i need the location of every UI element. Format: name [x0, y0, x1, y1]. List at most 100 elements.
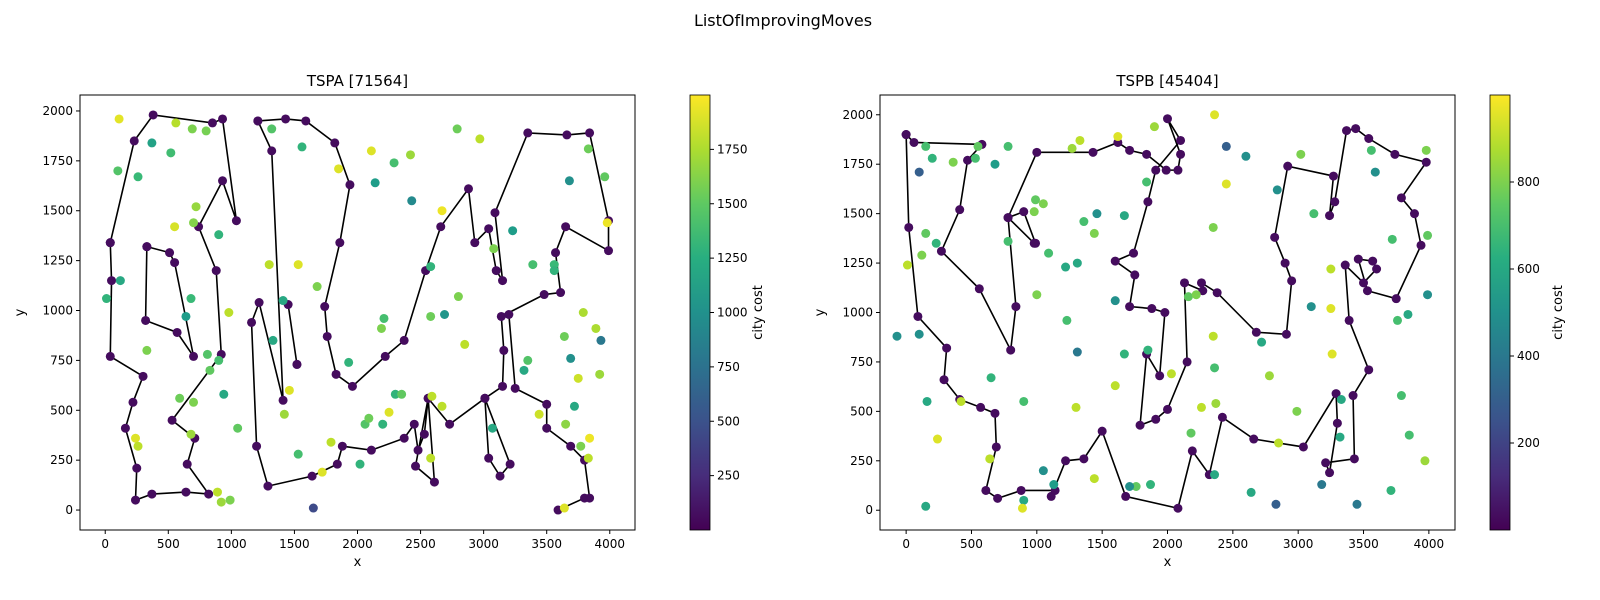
chart-0-city-point — [224, 308, 234, 317]
chart-1-city-point — [1396, 391, 1406, 401]
chart-0-colorbar-label: city cost — [751, 285, 766, 340]
chart-0-city-point — [437, 206, 447, 216]
chart-1-tour-node — [1344, 315, 1354, 325]
chart-0-city-point — [334, 164, 344, 174]
chart-1-tour-node — [1155, 371, 1165, 381]
chart-1-tour-node — [1332, 418, 1342, 428]
chart-1-tour-node — [939, 375, 949, 385]
chart-1-city-point — [1264, 371, 1274, 381]
chart-0-tour-node — [496, 311, 506, 321]
chart-1-tour-node — [1321, 458, 1331, 468]
chart-1-city-point — [1246, 487, 1256, 497]
chart-0-city-point — [595, 369, 605, 379]
chart-1-city-point — [1336, 395, 1346, 404]
chart-1-city-point — [931, 238, 941, 248]
chart-1-tour-node — [1011, 302, 1021, 312]
chart-0-tour-node — [399, 335, 409, 345]
chart-1-city-point — [1241, 151, 1251, 161]
chart-1-city-point — [1208, 331, 1218, 341]
chart-1-tour-node — [942, 343, 952, 353]
chart-0-xtick-label: 3000 — [468, 537, 499, 551]
chart-0-city-point — [189, 397, 199, 407]
chart-1-tour-node — [1340, 260, 1350, 270]
chart-0-city-point — [596, 335, 606, 345]
chart-0-city-point — [205, 365, 215, 375]
chart-0-city-point — [264, 260, 274, 270]
chart-0-colorbar-tick-label: 1500 — [717, 197, 748, 211]
chart-0-tour5-line — [508, 314, 591, 511]
chart-1-tour-node — [1331, 389, 1341, 399]
chart-0-tour-node — [218, 176, 228, 186]
chart-0-ytick-label: 250 — [50, 453, 73, 467]
chart-1-city-point — [1326, 304, 1336, 314]
chart-1-city-point — [1393, 315, 1402, 325]
chart-1-tour-node — [1270, 232, 1280, 242]
chart-1-city-point — [1423, 230, 1433, 240]
chart-1-tour-node — [1328, 171, 1338, 181]
chart-0-city-point — [389, 158, 399, 168]
chart-1-tour-node — [1249, 434, 1259, 444]
chart-1-tour-node — [1029, 238, 1039, 248]
chart-1-tour-node — [909, 137, 919, 147]
chart-0-tour-node — [335, 238, 345, 248]
chart-0-city-point — [142, 345, 152, 355]
chart-0-city-point — [181, 311, 191, 321]
chart-0-city-point — [214, 355, 224, 365]
chart-1-tour-node — [1125, 302, 1135, 312]
chart-1-city-point — [1186, 428, 1196, 438]
chart-1-city-point — [892, 331, 902, 341]
chart-1-tour-node — [1287, 276, 1297, 286]
chart-1-city-point — [917, 250, 927, 260]
chart-1-tour-node — [963, 155, 973, 165]
chart-0-tour-node — [470, 238, 480, 248]
chart-0-city-point — [585, 433, 595, 443]
chart-1-city-point — [922, 396, 932, 406]
chart-1-colorbar-tick-label: 400 — [1517, 349, 1540, 363]
chart-1-tour-node — [1161, 165, 1171, 175]
chart-0-tour-node — [604, 246, 614, 256]
chart-1-city-point — [1327, 349, 1337, 359]
chart-1-tour-node — [1212, 288, 1222, 298]
chart-0-tour-node — [120, 423, 130, 433]
chart-1-city-point — [990, 159, 1000, 169]
chart-1-tour-node — [901, 130, 911, 140]
chart-0-city-point — [114, 114, 124, 124]
chart-0-tour-node — [247, 317, 257, 327]
chart-0-tour-node — [542, 399, 552, 409]
chart-0-colorbar-tick-label: 250 — [717, 469, 740, 483]
chart-1-city-point — [1113, 132, 1123, 142]
chart-0-city-point — [187, 124, 197, 134]
chart-1-city-point — [1079, 217, 1089, 227]
chart-1-city-point — [1191, 290, 1201, 300]
chart-1-tour-node — [1391, 294, 1401, 304]
chart-0-tour-node — [585, 493, 595, 503]
chart-1-city-point — [1119, 349, 1129, 359]
chart-0-tour-node — [105, 238, 115, 248]
chart-1-city-point — [1044, 248, 1054, 258]
chart-1-city-point — [902, 260, 912, 270]
chart-1-tour-node — [993, 493, 1003, 503]
chart-0-tour-node — [347, 381, 357, 391]
chart-1-tour-node — [976, 402, 986, 412]
chart-0-city-point — [284, 385, 294, 395]
chart-0-tour-node — [211, 266, 221, 276]
chart-1-city-point — [1038, 199, 1048, 209]
chart-1-city-point — [1166, 369, 1176, 379]
chart-0-tour-node — [182, 459, 192, 469]
chart-1-ytick-label: 1000 — [842, 306, 873, 320]
chart-1-xtick-label: 3000 — [1283, 537, 1314, 551]
chart-0-tour-node — [172, 327, 182, 337]
chart-0-tour-node — [499, 345, 509, 355]
chart-1-tour-node — [1135, 420, 1145, 430]
chart-1-tour-node — [1281, 329, 1291, 339]
chart-0-city-point — [317, 467, 327, 477]
chart-1-ytick-label: 2000 — [842, 108, 873, 122]
chart-0-xtick-label: 500 — [157, 537, 180, 551]
chart-0-tour-node — [523, 128, 533, 138]
chart-0-city-point — [534, 409, 544, 419]
chart-1-city-point — [1196, 402, 1206, 412]
chart-1-city-point — [1183, 292, 1193, 302]
chart-0-city-point — [312, 282, 322, 292]
chart-1-city-point — [1257, 337, 1267, 347]
